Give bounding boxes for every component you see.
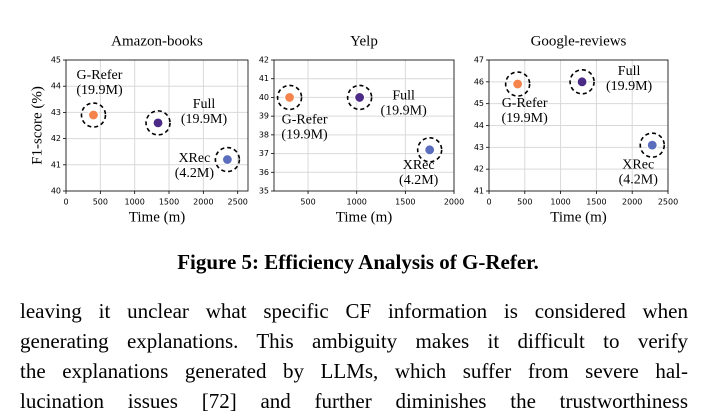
y-tick-label: 42 xyxy=(474,165,484,174)
point-params: (4.2M) xyxy=(175,166,215,181)
x-tick-label: 1000 xyxy=(550,198,570,207)
highlight-ring xyxy=(346,84,373,111)
plot-frame xyxy=(488,59,669,192)
y-tick-label: 44 xyxy=(474,121,484,130)
y-tick-label: 47 xyxy=(474,56,484,65)
highlight-ring xyxy=(276,84,303,111)
y-tick-label: 43 xyxy=(51,108,61,117)
point xyxy=(354,91,366,104)
plot-frame xyxy=(65,59,249,192)
point xyxy=(424,144,436,156)
point-params: (4.2M) xyxy=(399,173,439,188)
point xyxy=(152,117,164,129)
x-tick-label: 500 xyxy=(93,198,108,207)
point-label: XRec xyxy=(622,157,654,172)
y-tick-label: 45 xyxy=(51,56,61,65)
y-tick-label: 41 xyxy=(51,160,61,169)
text-line: lucination issues [72] and further dimin… xyxy=(20,389,688,413)
x-tick-label: 2000 xyxy=(622,198,642,207)
y-tick-label: 40 xyxy=(259,93,269,102)
y-tick-label: 37 xyxy=(259,149,269,158)
point xyxy=(283,91,296,104)
x-axis-label: Time (m) xyxy=(336,209,393,225)
y-tick-label: 46 xyxy=(474,77,484,86)
chart-title: Yelp xyxy=(350,33,378,49)
highlight-ring xyxy=(214,146,241,173)
x-axis-label: Time (m) xyxy=(129,209,186,225)
y-tick-label: 45 xyxy=(474,99,484,108)
x-tick-label: 2500 xyxy=(228,198,248,207)
y-tick-label: 43 xyxy=(474,143,484,152)
x-tick-label: 1500 xyxy=(395,198,415,207)
text-line: the explanations generated by LLMs, whic… xyxy=(20,359,688,383)
point-label: Full xyxy=(193,97,216,112)
y-tick-label: 36 xyxy=(259,168,269,177)
y-tick-label: 40 xyxy=(51,187,61,196)
highlight-ring xyxy=(504,71,531,97)
y-tick-label: 41 xyxy=(474,187,484,196)
y-tick-label: 44 xyxy=(51,82,61,91)
chart-title: Google-reviews xyxy=(531,33,627,49)
point-label: G-Refer xyxy=(502,96,548,111)
highlight-ring xyxy=(145,110,171,136)
point xyxy=(221,153,233,166)
point xyxy=(576,76,588,88)
y-tick-label: 42 xyxy=(51,134,61,143)
x-tick-label: 1500 xyxy=(159,198,179,207)
x-tick-label: 1500 xyxy=(586,198,606,207)
x-tick-label: 500 xyxy=(517,198,532,207)
x-tick-label: 1000 xyxy=(124,198,144,207)
point-params: (19.9M) xyxy=(281,128,328,143)
point xyxy=(646,139,658,151)
x-tick-label: 2000 xyxy=(193,198,213,207)
x-axis-label: Time (m) xyxy=(550,209,607,225)
text-line: generating explanations. This ambiguity … xyxy=(20,329,688,353)
body-text: leaving it unclear what specific CF info… xyxy=(20,296,688,416)
y-tick-label: 35 xyxy=(259,187,269,196)
point-params: (19.9M) xyxy=(76,83,123,98)
y-tick-label: 39 xyxy=(259,112,269,121)
x-tick-label: 2000 xyxy=(444,198,464,207)
x-tick-label: 0 xyxy=(486,198,491,207)
text-line: leaving it unclear what specific CF info… xyxy=(20,299,688,323)
y-tick-label: 42 xyxy=(259,56,269,65)
y-tick-label: 38 xyxy=(259,130,269,139)
point xyxy=(512,78,524,90)
point-label: G-Refer xyxy=(77,68,123,83)
point-label: XRec xyxy=(178,151,210,166)
point-label: G-Refer xyxy=(282,113,328,128)
highlight-ring xyxy=(569,69,595,95)
plot-frame xyxy=(273,59,455,192)
point-label: Full xyxy=(392,89,415,104)
y-axis-label: F1-score (%) xyxy=(29,86,45,165)
chart-title: Amazon-books xyxy=(111,33,203,49)
x-tick-label: 1000 xyxy=(347,198,367,207)
figure: Amazon-books 40 41 42 43 44 45 0 500 1000 1500 2000… xyxy=(29,33,678,225)
y-tick-label: 41 xyxy=(259,74,269,83)
x-tick-label: 500 xyxy=(300,198,315,207)
point xyxy=(87,109,100,121)
x-tick-label: 0 xyxy=(63,198,68,207)
x-tick-label: 2500 xyxy=(658,198,678,207)
highlight-ring xyxy=(416,137,443,163)
point-params: (19.9M) xyxy=(501,111,548,126)
point-params: (19.9M) xyxy=(606,79,653,94)
point-params: (19.9M) xyxy=(181,112,228,127)
highlight-ring xyxy=(639,132,666,158)
point-label: Full xyxy=(618,64,641,79)
point-params: (4.2M) xyxy=(619,172,659,187)
point-params: (19.9M) xyxy=(380,104,427,119)
point-label: XRec xyxy=(403,158,435,173)
figure-caption: Figure 5: Efficiency Analysis of G-Refer… xyxy=(177,250,539,274)
highlight-ring xyxy=(80,102,107,128)
